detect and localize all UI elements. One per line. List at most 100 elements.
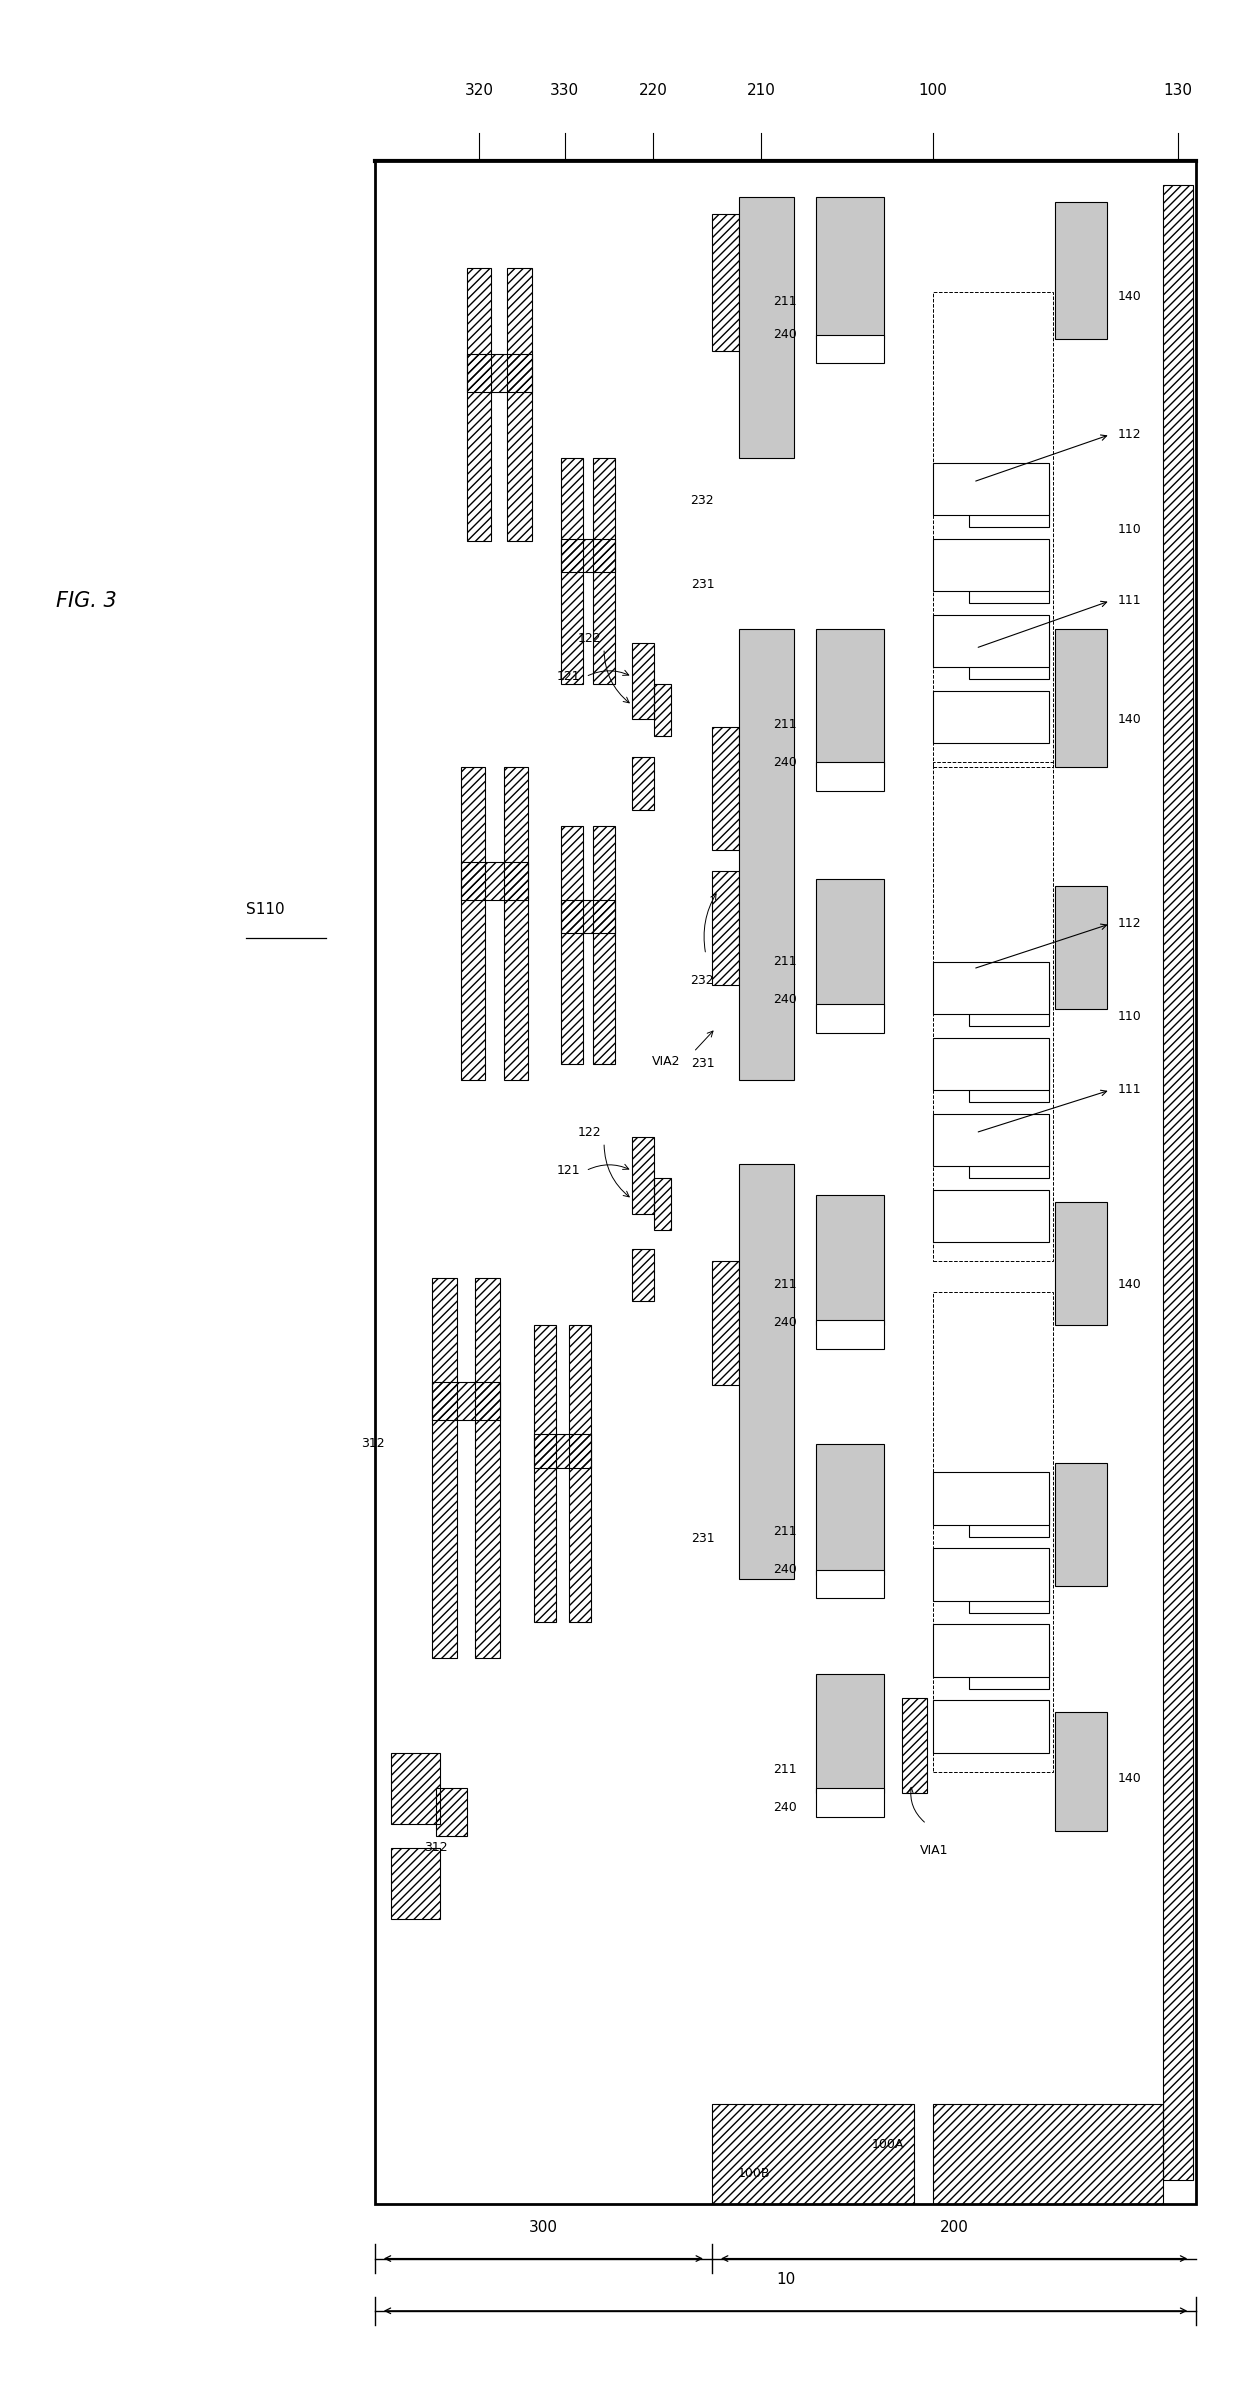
Text: 140: 140 [1117,1773,1142,1785]
Bar [712,213,739,351]
Text: 312: 312 [361,1438,384,1450]
Bar [970,1565,1049,1613]
Bar [816,628,884,767]
Bar [1163,184,1193,2181]
Text: 111: 111 [1117,595,1142,607]
Text: 110: 110 [1117,523,1142,535]
Bar [970,979,1049,1025]
Bar [391,1847,440,1918]
Text: 240: 240 [774,1801,797,1813]
Bar [816,334,884,363]
Bar [475,1278,500,1658]
Bar [712,2105,914,2205]
Bar [970,1054,1049,1101]
Bar [632,757,655,810]
Bar [593,459,615,683]
Bar [932,2105,1163,2205]
Bar [534,1433,590,1467]
Text: 231: 231 [691,1531,714,1546]
Text: 140: 140 [1117,289,1142,303]
Bar [562,901,615,934]
Bar [932,1701,1049,1754]
Text: 210: 210 [746,84,775,98]
Bar [932,1472,1049,1524]
Bar [970,480,1049,528]
Bar [1055,886,1107,1008]
Bar [932,1292,1053,1773]
Text: 121: 121 [557,1163,580,1178]
Text: 140: 140 [1117,1278,1142,1290]
Bar [436,1789,466,1835]
Bar [932,291,1053,767]
Bar [932,1625,1049,1677]
Bar [534,1326,557,1622]
Text: 140: 140 [1117,712,1142,726]
Bar [816,196,884,339]
Text: FIG. 3: FIG. 3 [56,590,117,612]
Bar [712,872,739,987]
Bar [932,690,1049,743]
Bar [1055,201,1107,339]
Text: 110: 110 [1117,1011,1142,1022]
Bar [655,1178,672,1230]
Bar [739,1163,794,1579]
Bar [970,557,1049,602]
Text: 312: 312 [424,1842,448,1854]
Text: 240: 240 [774,755,797,769]
Text: 122: 122 [578,633,601,645]
Bar [712,1261,739,1386]
Bar [712,726,739,850]
Bar [433,1278,456,1658]
Bar [374,162,1197,2205]
Text: 200: 200 [940,2219,968,2236]
Bar [1055,1462,1107,1586]
Text: 112: 112 [1117,428,1142,442]
Text: 231: 231 [691,1058,714,1070]
Text: 100B: 100B [738,2167,770,2179]
Text: 122: 122 [578,1125,601,1140]
Bar [503,767,528,1080]
Text: 320: 320 [465,84,494,98]
Bar [970,1130,1049,1178]
Bar [932,614,1049,667]
Text: 300: 300 [529,2219,558,2236]
Text: 240: 240 [774,327,797,342]
Text: 240: 240 [774,994,797,1006]
Bar [632,1249,655,1302]
Bar [466,354,532,392]
Bar [816,1570,884,1598]
Text: 100A: 100A [872,2138,904,2150]
Bar [739,628,794,1080]
Text: 100: 100 [919,84,947,98]
Bar [816,762,884,791]
Bar [391,1754,440,1823]
Text: S110: S110 [246,903,285,917]
Text: VIA1: VIA1 [920,1844,949,1856]
Bar [932,762,1053,1261]
Bar [562,827,583,1063]
Bar [460,767,485,1080]
Bar [970,1641,1049,1689]
Bar [816,1443,884,1574]
Bar [932,1548,1049,1601]
Text: 211: 211 [774,717,797,731]
Bar [1055,1713,1107,1830]
Bar [932,540,1049,590]
Text: 211: 211 [774,294,797,308]
Bar [460,862,528,901]
Bar [632,1137,655,1214]
Bar [655,683,672,736]
Bar [970,631,1049,678]
Text: 112: 112 [1117,917,1142,929]
Text: 240: 240 [774,1562,797,1577]
Bar [932,963,1049,1013]
Text: 211: 211 [774,956,797,968]
Text: 111: 111 [1117,1085,1142,1097]
Bar [1055,628,1107,767]
Text: 121: 121 [557,671,580,683]
Bar [816,879,884,1008]
Bar [562,459,583,683]
Bar [632,643,655,719]
Bar [568,1326,590,1622]
Text: 330: 330 [551,84,579,98]
